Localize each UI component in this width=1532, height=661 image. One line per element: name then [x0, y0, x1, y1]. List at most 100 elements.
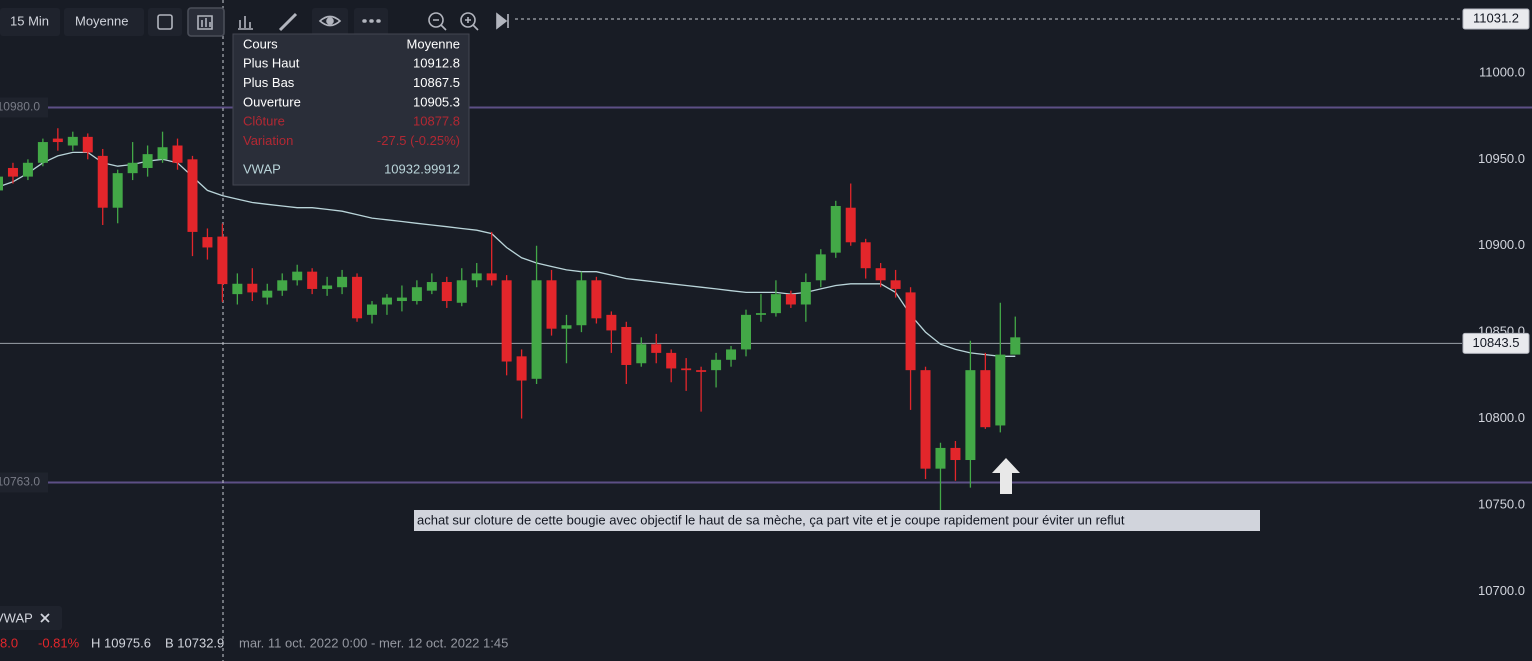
level-label: 10763.0: [0, 475, 40, 489]
candle-body: [621, 326, 632, 365]
candle-body: [307, 271, 318, 289]
chart-type-icon[interactable]: [238, 16, 253, 30]
candle-body: [217, 236, 228, 285]
candle-body: [292, 271, 303, 281]
candle-body: [920, 370, 931, 469]
button[interactable]: [148, 8, 182, 36]
icon: [157, 14, 173, 30]
annotation: achat sur cloture de cette bougie avec o…: [414, 458, 1260, 531]
candle-body: [815, 254, 826, 281]
price-type-label: Moyenne: [75, 13, 128, 28]
candle-body: [935, 447, 946, 469]
legend-high: H 10975.6: [91, 635, 151, 650]
candle-body: [247, 283, 258, 293]
candle-body: [860, 242, 871, 269]
candle-body: [741, 314, 751, 350]
legend-low: B 10732.9: [165, 635, 224, 650]
candle-body: [187, 159, 198, 232]
candle-body: [531, 280, 542, 379]
candle-body: [965, 370, 976, 461]
indicator-pill[interactable]: [0, 606, 62, 630]
y-tick-label: 10950.0: [1478, 151, 1525, 166]
candle-body: [262, 290, 273, 298]
tooltip-label: Plus Bas: [243, 75, 295, 90]
candle-body: [606, 314, 617, 331]
candle-body: [202, 237, 213, 248]
candle-body: [950, 447, 961, 461]
y-tick-label: 11000.0: [1479, 64, 1525, 79]
candle-body: [396, 297, 407, 302]
legend-last: 8.0: [0, 635, 18, 650]
icon: [197, 15, 213, 30]
candle-body: [381, 297, 392, 305]
eye-pupil: [326, 17, 334, 25]
draw-icon[interactable]: [278, 12, 298, 32]
candle-body: [157, 147, 168, 160]
tooltip-label: Plus Haut: [243, 56, 300, 71]
candle-body: [277, 280, 288, 291]
candle-body: [995, 354, 1006, 426]
price-tag: 10843.5: [1473, 335, 1520, 350]
candle-body: [0, 176, 3, 191]
candle-body: [22, 162, 33, 177]
zoom-out-icon[interactable]: [428, 12, 444, 28]
candle-body: [1010, 337, 1021, 355]
tooltip-value: 10867.5: [413, 75, 460, 90]
tooltip-label: Variation: [243, 133, 293, 148]
candle-body: [426, 282, 437, 291]
legend-change: -0.81%: [38, 635, 80, 650]
tooltip-label: Cours: [243, 36, 278, 51]
annotation-box: [414, 510, 1260, 531]
candle-body: [755, 313, 766, 315]
candle-body: [142, 154, 153, 168]
candle-body: [890, 280, 901, 289]
indicator-name: VWAP: [0, 610, 33, 625]
candle-body: [875, 268, 886, 281]
price-tag: 11031.2: [1473, 10, 1519, 25]
candle-body: [636, 344, 647, 364]
candle-body: [367, 304, 377, 315]
price-tag-box: [1462, 332, 1530, 354]
candle-body: [845, 207, 856, 243]
tooltip-value: 10905.3: [413, 94, 460, 109]
zoom-in-icon[interactable]: [460, 12, 476, 28]
y-tick-label: 10800.0: [1478, 410, 1525, 425]
candle-body: [352, 276, 363, 319]
candle-body: [322, 285, 333, 289]
price-type-button[interactable]: [64, 8, 144, 36]
level-label: 10980.0: [0, 100, 40, 114]
tooltip-value: Moyenne: [407, 36, 460, 51]
candle-body: [441, 282, 452, 302]
vwap-line: [0, 151, 1016, 357]
candle-body: [501, 280, 512, 362]
toolbar: 15 Min Moyenne: [0, 7, 509, 37]
annotation-text: achat sur cloture de cette bougie avec o…: [417, 512, 1125, 527]
candle-body: [980, 370, 991, 428]
candle-body: [726, 349, 737, 360]
candle-body: [67, 136, 78, 146]
remove-icon[interactable]: [40, 613, 50, 623]
tooltip-label: Clôture: [243, 114, 285, 129]
candle-body: [82, 136, 93, 153]
tooltip-value: 10877.8: [413, 114, 460, 129]
interval-button[interactable]: [0, 8, 60, 36]
candle-body: [681, 368, 692, 371]
eye-icon: [318, 15, 342, 27]
candle-body: [651, 344, 662, 353]
candle-body: [127, 162, 138, 174]
arrow: [992, 458, 1020, 494]
y-tick-label: 10900.0: [1478, 237, 1525, 252]
tooltip-label: VWAP: [243, 161, 281, 176]
candle-body: [905, 292, 916, 371]
candle-body: [7, 167, 18, 177]
candle-body: [800, 282, 811, 305]
candle-body: [830, 205, 841, 253]
interval-label: 15 Min: [10, 13, 49, 28]
tooltip-value: 10932.99912: [384, 161, 460, 176]
scroll-end-icon[interactable]: [496, 12, 509, 30]
y-tick-label: 10750.0: [1478, 496, 1525, 511]
